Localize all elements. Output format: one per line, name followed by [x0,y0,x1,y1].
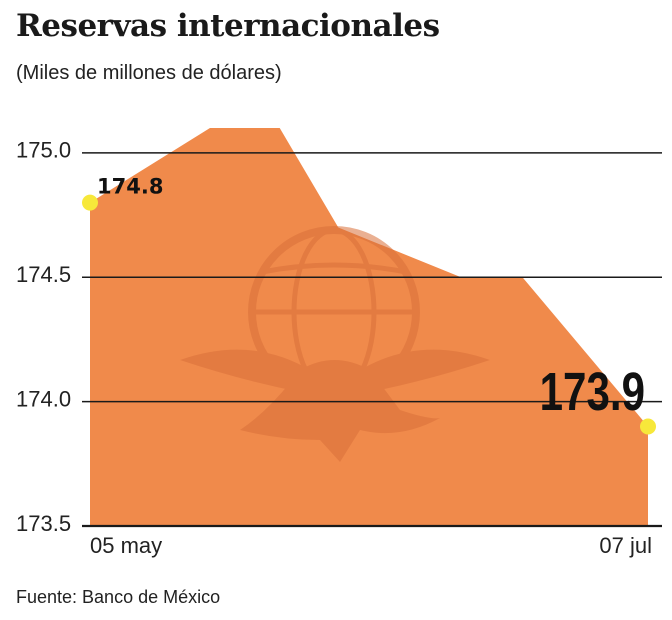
x-tick-label: 05 may [90,533,162,558]
chart-title: Reservas internacionales [16,8,440,44]
data-label-first: 174.8 [97,175,163,199]
y-tick-label: 173.5 [16,511,71,536]
eagle-watermark-icon [180,226,490,462]
x-tick-label: 07 jul [599,533,652,558]
data-labels: 174.8 173.9 [97,175,645,423]
y-tick-label: 175.0 [16,138,71,163]
data-label-last: 173.9 [540,362,645,422]
source-note: Fuente: Banco de México [16,587,221,607]
reserves-area [90,128,648,526]
chart-area: 175.0 174.5 174.0 173.5 05 may 07 jul 174.8 173… [16,128,662,558]
grid-lines [82,152,662,528]
y-axis: 175.0 174.5 174.0 173.5 [16,138,71,536]
y-tick-label: 174.5 [16,262,71,287]
y-tick-label: 174.0 [16,386,71,411]
data-markers [82,194,656,435]
x-axis: 05 may 07 jul [90,533,652,558]
series-area [90,128,648,526]
data-marker [82,194,98,211]
data-marker [640,418,656,435]
chart-subtitle: (Miles de millones de dólares) [16,62,282,84]
